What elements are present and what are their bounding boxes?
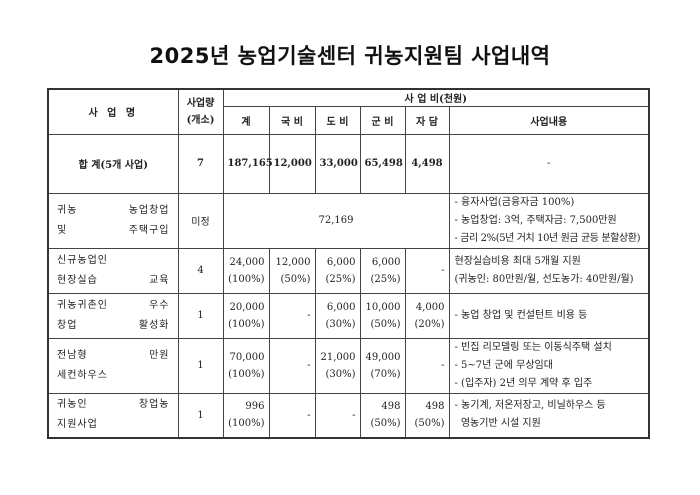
header-name: 사 업 명 (47, 88, 179, 135)
summary-total: 187,165 (222, 133, 273, 194)
summary-row: 합 계(5개 사업) 7 187,165 12,000 33,000 65,49… (47, 133, 650, 194)
row-self: - (404, 247, 450, 294)
row-total: 996 (100%) (222, 392, 270, 439)
header-qty: 사업량 (개소) (177, 88, 224, 135)
header-self: 자 담 (404, 105, 450, 135)
content-line: - 융자사업(금융자금 100%) (454, 196, 575, 208)
header-content: 사업내용 (448, 105, 650, 135)
header-qty-line2: (개소) (186, 114, 215, 126)
content-line: - 5~7년 군에 무상임대 (454, 359, 553, 371)
row-county: 498 (50%) (359, 392, 406, 439)
row-total: 20,000 (100%) (222, 292, 270, 339)
row-total: 24,000 (100%) (222, 247, 270, 294)
row-qty: 미정 (177, 192, 224, 249)
row-county: 10,000 (50%) (359, 292, 406, 339)
row-name-line2: 및 주택구입 (57, 224, 170, 236)
row-national: - (268, 337, 316, 394)
row-name-line1: 신규농업인 (57, 254, 108, 266)
content-line: - (입주자) 2년 의무 계약 후 입주 (454, 377, 593, 389)
row-content: - 농업 창업 및 컨설턴트 비용 등 (448, 292, 650, 339)
content-line: - 농업 창업 및 컨설턴트 비용 등 (454, 309, 588, 321)
row-self: - (404, 337, 450, 394)
row-qty: 1 (177, 392, 224, 439)
summary-qty: 7 (177, 133, 224, 194)
header-qty-line1: 사업량 (186, 97, 215, 109)
table-row: 신규농업인 현장실습 교육 4 24,000 (100%) 12,000 (50%) … (47, 247, 650, 294)
row-national: 12,000 (50%) (268, 247, 316, 294)
summary-county: 65,498 (359, 133, 406, 194)
header-provincial: 도 비 (314, 105, 361, 135)
summary-self: 4,498 (404, 133, 450, 194)
row-national: - (268, 392, 316, 439)
summary-provincial: 33,000 (314, 133, 361, 194)
row-content: - 융자사업(금융자금 100%) - 농업창업: 3억, 주택자금: 7,500… (448, 192, 650, 249)
header-total: 계 (222, 105, 270, 135)
row-qty: 1 (177, 337, 224, 394)
row-content: - 농기계, 저온저장고, 비닐하우스 등 영농기반 시설 지원 (448, 392, 650, 439)
summary-name: 합 계(5개 사업) (47, 133, 179, 194)
content-line: - 금리 2%(5년 거치 10년 원금 균등 분할상환) (454, 232, 641, 244)
row-total: 70,000 (100%) (222, 337, 270, 394)
row-name-line2: 현장실습 교육 (57, 274, 170, 286)
row-national: - (268, 292, 316, 339)
row-content: - 빈집 리모델링 또는 이동식주택 설치 - 5~7년 군에 무상임대 - (입주… (448, 337, 650, 394)
row-name-line1: 귀농 농업창업 (57, 204, 170, 216)
row-provincial: - (314, 392, 361, 439)
content-line: 영농기반 시설 지원 (454, 418, 541, 430)
row-county: 6,000 (25%) (359, 247, 406, 294)
summary-content: - (448, 133, 650, 194)
header-budget: 사 업 비(천원) (222, 88, 650, 107)
content-line: 현장실습비용 최대 5개월 지원 (454, 255, 581, 267)
summary-national: 12,000 (268, 133, 316, 194)
row-self: 4,000 (20%) (404, 292, 450, 339)
row-qty: 1 (177, 292, 224, 339)
row-name-line2: 창업 활성화 (57, 319, 170, 331)
content-line: - 농업창업: 3억, 주택자금: 7,500만원 (454, 214, 617, 226)
row-name-line1: 귀농귀촌인 우수 (57, 299, 170, 311)
row-provincial: 6,000 (30%) (314, 292, 361, 339)
row-qty: 4 (177, 247, 224, 294)
content-line: - 농기계, 저온저장고, 비닐하우스 등 (454, 400, 606, 412)
page-title: 2025년 농업기술센터 귀농지원팀 사업내역 (149, 44, 551, 68)
row-self: 498 (50%) (404, 392, 450, 439)
row-name-line2: 세컨하우스 (57, 369, 108, 381)
content-line: - 빈집 리모델링 또는 이동식주택 설치 (454, 341, 612, 353)
header-national: 국 비 (268, 105, 316, 135)
row-content: 현장실습비용 최대 5개월 지원 (귀농인: 80만원/월, 선도농가: 40만원… (448, 247, 650, 294)
content-line: (귀농인: 80만원/월, 선도농가: 40만원/월) (454, 273, 634, 285)
row-name-line1: 귀농인 창업농 (57, 399, 170, 411)
header-county: 군 비 (359, 105, 406, 135)
row-provincial: 6,000 (25%) (314, 247, 361, 294)
row-provincial: 21,000 (30%) (314, 337, 361, 394)
row-name-line1: 전남형 만원 (57, 349, 170, 361)
row-name-line2: 지원사업 (57, 419, 98, 431)
row-county: 49,000 (70%) (359, 337, 406, 394)
row-merged-amount: 72,169 (222, 192, 450, 249)
business-table: 사 업 명 사업량 (개소) 사 업 비(천원) 계 국 비 도 비 군 비 자… (47, 88, 650, 439)
